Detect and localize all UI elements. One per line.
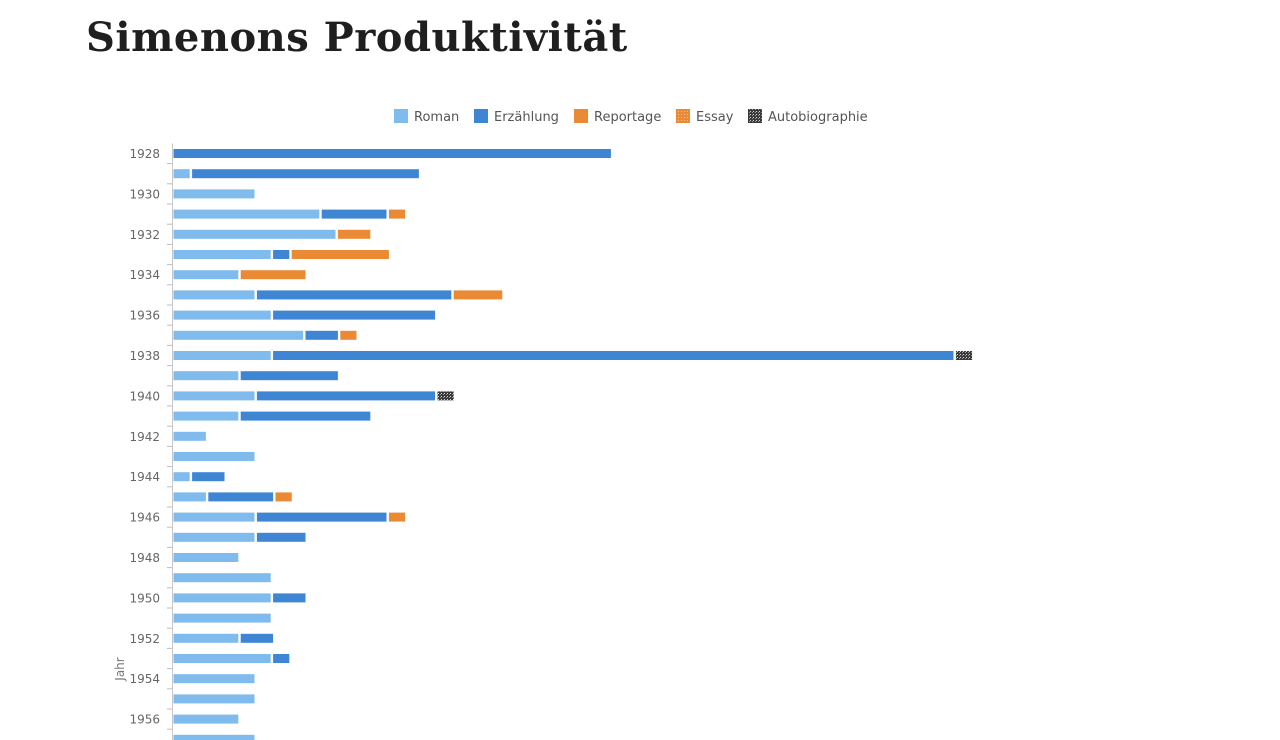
- bar-roman-1930[interactable]: [173, 189, 255, 199]
- bar-erz-hlung-1936[interactable]: [273, 310, 436, 320]
- bar-erz-hlung-1950[interactable]: [273, 593, 306, 603]
- bar-roman-1945[interactable]: [173, 492, 206, 502]
- bar-reportage-1945[interactable]: [275, 492, 292, 502]
- bar-reportage-1937[interactable]: [340, 330, 357, 340]
- bar-erz-hlung-1931[interactable]: [321, 209, 387, 219]
- legend-swatch-essay: [676, 109, 690, 123]
- bar-roman-1948[interactable]: [173, 553, 239, 562]
- bar-erz-hlung-1946[interactable]: [256, 512, 387, 522]
- bar-reportage-1946[interactable]: [388, 512, 406, 522]
- legend-label-reportage: Reportage: [594, 110, 661, 125]
- y-tick-label: 1930: [129, 187, 160, 201]
- legend-item-essay[interactable]: Essay: [676, 109, 734, 125]
- bar-roman-1955[interactable]: [173, 694, 255, 704]
- bar-erz-hlung-1938[interactable]: [273, 351, 954, 360]
- bar-roman-1952[interactable]: [173, 633, 239, 643]
- bar-erz-hlung-1935[interactable]: [256, 290, 452, 300]
- bar-erz-hlung-1952[interactable]: [240, 633, 274, 643]
- bar-erz-hlung-1933[interactable]: [273, 250, 290, 259]
- y-tick-label: 1952: [129, 632, 160, 646]
- bar-roman-1938[interactable]: [173, 351, 271, 360]
- bar-erz-hlung-1953[interactable]: [273, 654, 290, 663]
- bar-roman-1949[interactable]: [173, 573, 271, 583]
- legend-label-roman: Roman: [414, 110, 459, 125]
- bar-roman-1956[interactable]: [173, 714, 239, 724]
- bar-roman-1942[interactable]: [173, 431, 206, 441]
- bar-reportage-1931[interactable]: [388, 209, 406, 219]
- bar-roman-1932[interactable]: [173, 229, 336, 239]
- bar-roman-1954[interactable]: [173, 674, 255, 684]
- bar-erz-hlung-1937[interactable]: [305, 330, 338, 340]
- y-tick-label: 1932: [129, 228, 160, 242]
- bar-reportage-1934[interactable]: [240, 270, 306, 280]
- bar-erz-hlung-1941[interactable]: [240, 411, 371, 421]
- bar-autobiographie-1940[interactable]: [437, 391, 454, 401]
- bar-erz-hlung-1944[interactable]: [192, 472, 225, 482]
- bar-roman-1929[interactable]: [173, 169, 190, 179]
- bar-roman-1940[interactable]: [173, 391, 255, 401]
- bar-autobiographie-1938[interactable]: [955, 351, 973, 360]
- bar-roman-1934[interactable]: [173, 270, 239, 280]
- legend-label-autobiographie: Autobiographie: [768, 110, 868, 125]
- bar-erz-hlung-1928[interactable]: [173, 149, 611, 158]
- bar-roman-1950[interactable]: [173, 593, 271, 603]
- legend-item-autobiographie[interactable]: Autobiographie: [748, 109, 868, 125]
- bar-reportage-1935[interactable]: [453, 290, 503, 300]
- page-title: Simenons Produktivität: [86, 14, 628, 61]
- bar-roman-1931[interactable]: [173, 209, 320, 219]
- y-tick-label: 1938: [129, 349, 160, 363]
- legend-item-reportage[interactable]: Reportage: [574, 109, 661, 125]
- y-tick-label: 1948: [129, 551, 160, 565]
- y-tick-label: 1950: [129, 591, 160, 605]
- y-tick-label: 1942: [129, 430, 160, 444]
- legend-swatch-erz-hlung: [474, 109, 488, 123]
- y-tick-label: 1928: [129, 147, 160, 161]
- legend-item-roman[interactable]: Roman: [394, 109, 459, 125]
- bar-erz-hlung-1939[interactable]: [240, 371, 338, 381]
- legend-label-essay: Essay: [696, 110, 734, 125]
- bar-roman-1951[interactable]: [173, 613, 271, 623]
- y-tick-label: 1954: [129, 672, 160, 686]
- bar-roman-1936[interactable]: [173, 310, 271, 320]
- bar-roman-1944[interactable]: [173, 472, 190, 482]
- bar-roman-1935[interactable]: [173, 290, 255, 300]
- bar-erz-hlung-1947[interactable]: [256, 532, 306, 542]
- bar-roman-1939[interactable]: [173, 371, 239, 381]
- legend-swatch-reportage: [574, 109, 588, 123]
- bar-reportage-1932[interactable]: [337, 229, 371, 239]
- y-axis-title: Jahr: [113, 657, 127, 681]
- bar-erz-hlung-1929[interactable]: [192, 169, 419, 179]
- y-tick-label: 1936: [129, 309, 160, 323]
- bar-roman-1957[interactable]: [173, 734, 255, 740]
- y-tick-label: 1946: [129, 511, 160, 525]
- y-axis: 1928 1930 1932 1934 1936 1938 1940 1942 1944 1946…: [129, 143, 173, 740]
- bar-roman-1953[interactable]: [173, 654, 271, 663]
- legend-swatch-autobiographie: [748, 109, 762, 123]
- chart-legend: Roman Erzählung Reportage Essay Autobiograph…: [394, 109, 868, 125]
- legend-item-erz-hlung[interactable]: Erzählung: [474, 109, 559, 125]
- bar-roman-1937[interactable]: [173, 330, 304, 340]
- y-tick-label: 1956: [129, 713, 160, 727]
- bar-reportage-1933[interactable]: [291, 250, 389, 259]
- bar-roman-1933[interactable]: [173, 250, 271, 259]
- bar-erz-hlung-1945[interactable]: [208, 492, 274, 502]
- legend-swatch-roman: [394, 109, 408, 123]
- y-tick-label: 1944: [129, 470, 160, 484]
- bar-roman-1946[interactable]: [173, 512, 255, 522]
- bars-group: [173, 149, 973, 740]
- y-tick-label: 1940: [129, 389, 160, 403]
- bar-roman-1947[interactable]: [173, 532, 255, 542]
- legend-label-erz-hlung: Erzählung: [494, 110, 559, 125]
- bar-roman-1943[interactable]: [173, 452, 255, 461]
- bar-erz-hlung-1940[interactable]: [256, 391, 436, 401]
- y-tick-label: 1934: [129, 268, 160, 282]
- bar-roman-1941[interactable]: [173, 411, 239, 421]
